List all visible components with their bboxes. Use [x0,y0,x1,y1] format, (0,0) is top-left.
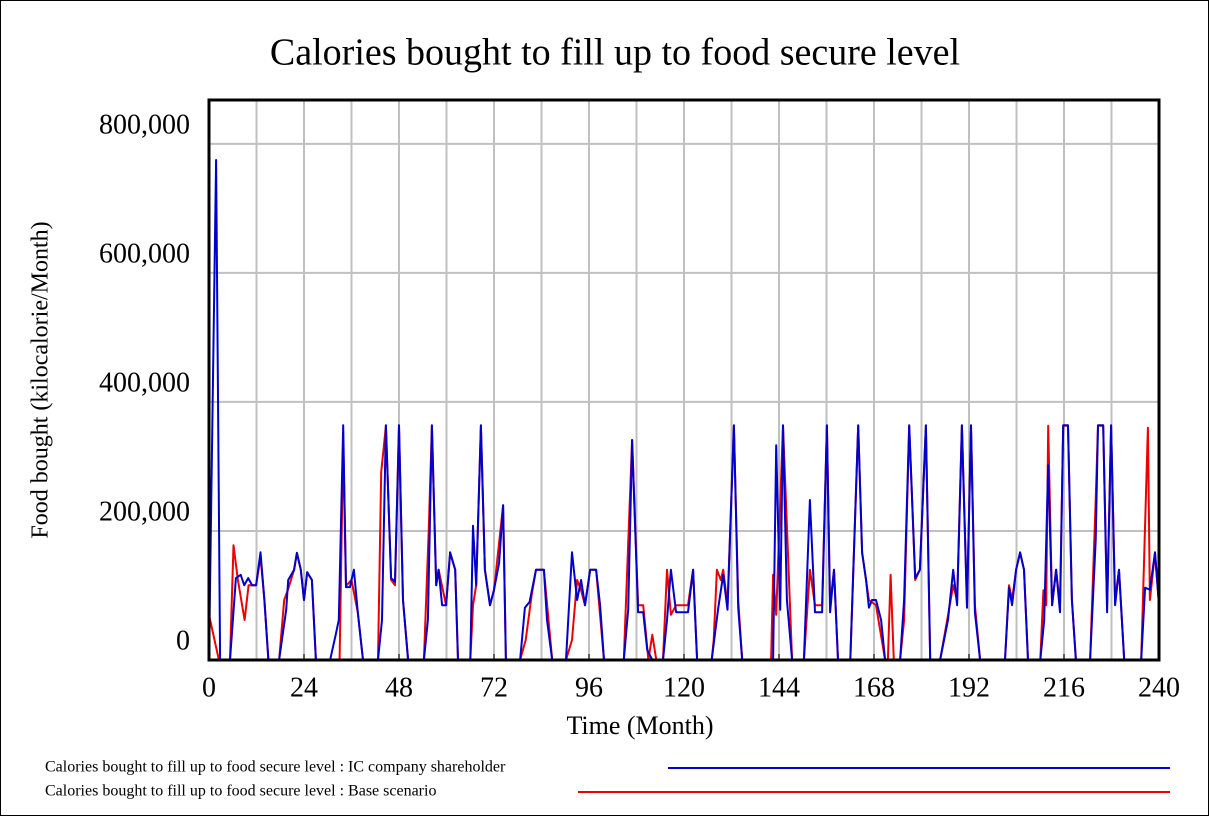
x-tick-label: 240 [1138,672,1180,703]
y-tick-label: 0 [176,625,190,656]
legend-label: Calories bought to fill up to food secur… [45,759,506,776]
plot-border [207,98,1161,662]
y-tick-label: 200,000 [99,496,190,527]
x-tick-label: 48 [385,672,413,703]
y-tick-label: 800,000 [99,109,190,140]
legend: Calories bought to fill up to food secur… [45,759,1170,800]
x-tick-label: 216 [1043,672,1085,703]
y-tick-label: 600,000 [99,238,190,269]
x-tick-label: 24 [290,672,318,703]
x-tick-label: 192 [948,672,990,703]
x-axis-label: Time (Month) [566,711,713,740]
y-axis-label: Food bought (kilocalorie/Month) [28,221,54,538]
x-tick-label: 72 [480,672,508,703]
x-tick-label: 120 [663,672,705,703]
y-tick-label: 400,000 [99,367,190,398]
x-tick-label: 168 [853,672,895,703]
x-tick-label: 144 [758,672,800,703]
legend-label: Calories bought to fill up to food secur… [45,783,436,800]
x-tick-label: 0 [202,672,216,703]
chart-title: Calories bought to fill up to food secur… [270,32,960,74]
x-tick-label: 96 [575,672,603,703]
grid [208,100,1160,661]
